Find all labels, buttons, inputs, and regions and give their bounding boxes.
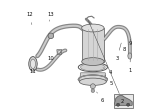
Text: 9: 9 [128,39,132,46]
Circle shape [91,89,95,93]
Ellipse shape [79,78,106,85]
Text: 2: 2 [88,20,124,104]
Circle shape [90,84,95,89]
Text: 4: 4 [103,68,112,75]
Ellipse shape [81,64,105,71]
Circle shape [48,33,54,39]
Bar [114,94,133,108]
Circle shape [116,103,120,106]
Text: 11: 11 [29,64,37,74]
Ellipse shape [128,53,132,59]
Polygon shape [79,73,106,82]
Text: 8: 8 [123,45,129,52]
Text: 6: 6 [97,92,104,103]
Text: 3: 3 [115,43,121,61]
Text: 10: 10 [47,52,61,61]
Polygon shape [57,50,62,55]
Ellipse shape [30,59,36,69]
Ellipse shape [82,24,104,32]
Text: 12: 12 [27,12,34,25]
Ellipse shape [29,57,37,71]
Text: 1: 1 [128,59,132,72]
Polygon shape [82,28,104,62]
Circle shape [127,103,130,106]
Ellipse shape [82,58,104,66]
Circle shape [58,51,61,54]
Polygon shape [115,95,132,105]
Text: 13: 13 [47,12,54,21]
Text: 5: 5 [105,75,113,86]
